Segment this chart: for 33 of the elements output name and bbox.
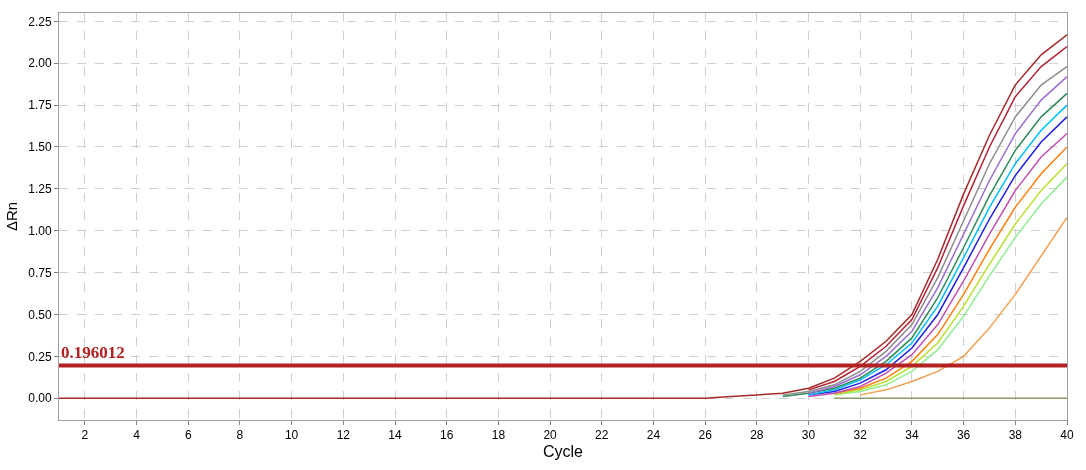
x-tick-label: 32: [853, 428, 868, 443]
x-tick-label: 18: [491, 428, 506, 443]
y-tick-label: 0.75: [28, 265, 52, 280]
x-tick-label: 24: [646, 428, 661, 443]
x-tick-label: 30: [801, 428, 816, 443]
x-tick-label: 12: [336, 428, 351, 443]
x-tick-label: 20: [543, 428, 558, 443]
x-tick-label: 26: [698, 428, 713, 443]
y-tick-label: 2.00: [28, 56, 52, 71]
x-tick-label: 34: [905, 428, 919, 443]
x-tick-label: 22: [595, 428, 609, 443]
y-tick-label: 1.50: [28, 140, 52, 155]
y-tick-label: 0.50: [28, 307, 52, 322]
x-tick-label: 38: [1008, 428, 1023, 443]
x-tick-label: 40: [1060, 428, 1074, 443]
y-tick-label: 2.25: [28, 14, 52, 29]
x-tick-label: 8: [236, 428, 244, 443]
x-tick-label: 10: [284, 428, 299, 443]
x-tick-label: 2: [81, 428, 89, 443]
x-tick-label: 6: [184, 428, 192, 443]
y-axis-title: ΔRn: [3, 201, 21, 232]
x-tick-label: 36: [956, 428, 971, 443]
x-tick-label: 4: [133, 428, 141, 443]
y-tick-label: 1.75: [28, 98, 52, 113]
ref-line-label: 0.196012: [61, 343, 125, 362]
y-tick-label: 1.00: [28, 223, 52, 238]
x-tick-label: 28: [750, 428, 764, 443]
y-tick-label: 0.25: [28, 349, 52, 364]
y-tick-label: 0.00: [28, 391, 52, 406]
x-axis-title: Cycle: [542, 443, 584, 461]
x-tick-label: 14: [388, 428, 402, 443]
x-tick-label: 16: [440, 428, 454, 443]
y-tick-label: 1.25: [28, 182, 52, 197]
